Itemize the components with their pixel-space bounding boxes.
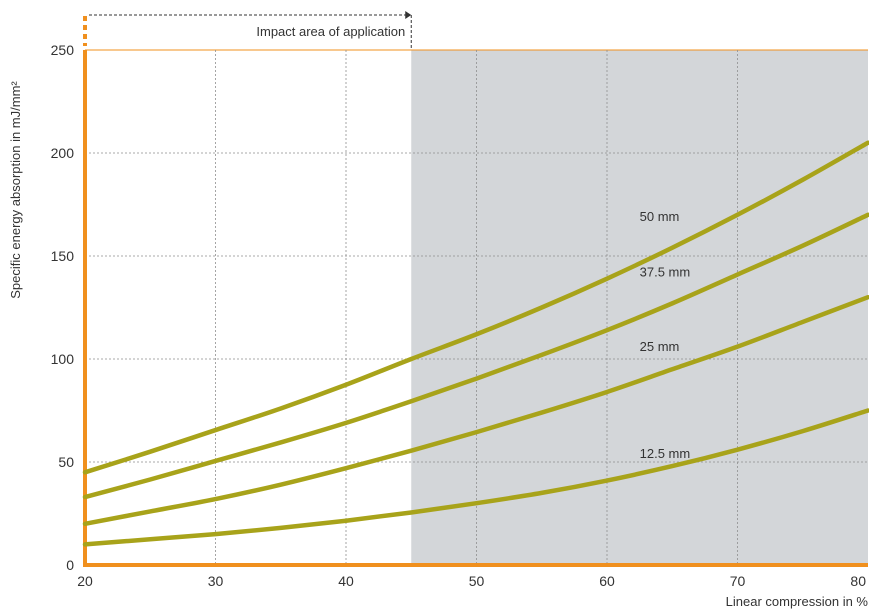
x-tick-label: 40 [338, 573, 354, 589]
y-axis-title: Specific energy absorption in mJ/mm² [8, 81, 23, 299]
y-tick-label: 150 [51, 248, 75, 264]
y-tick-label: 250 [51, 42, 75, 58]
x-tick-label: 50 [469, 573, 485, 589]
y-tick-label: 50 [58, 454, 74, 470]
x-tick-label: 70 [730, 573, 746, 589]
series-label: 50 mm [640, 209, 680, 224]
annotation-label: Impact area of application [256, 24, 405, 39]
annotation-arrow-head [405, 11, 412, 19]
series-label: 37.5 mm [640, 265, 691, 280]
series-line [82, 294, 869, 527]
x-tick-label: 20 [77, 573, 93, 589]
y-tick-label: 100 [51, 351, 75, 367]
shaded-region [411, 50, 868, 565]
x-axis-title: Linear compression in % [726, 594, 869, 609]
x-tick-label: 60 [599, 573, 615, 589]
y-tick-label: 200 [51, 145, 75, 161]
y-tick-label: 0 [66, 557, 74, 573]
x-tick-label: 30 [208, 573, 224, 589]
series-line [82, 212, 869, 500]
series-label: 25 mm [640, 339, 680, 354]
series-line [82, 140, 869, 475]
x-tick-label: 80 [850, 573, 866, 589]
series-line [82, 408, 869, 547]
series-label: 12.5 mm [640, 446, 691, 461]
